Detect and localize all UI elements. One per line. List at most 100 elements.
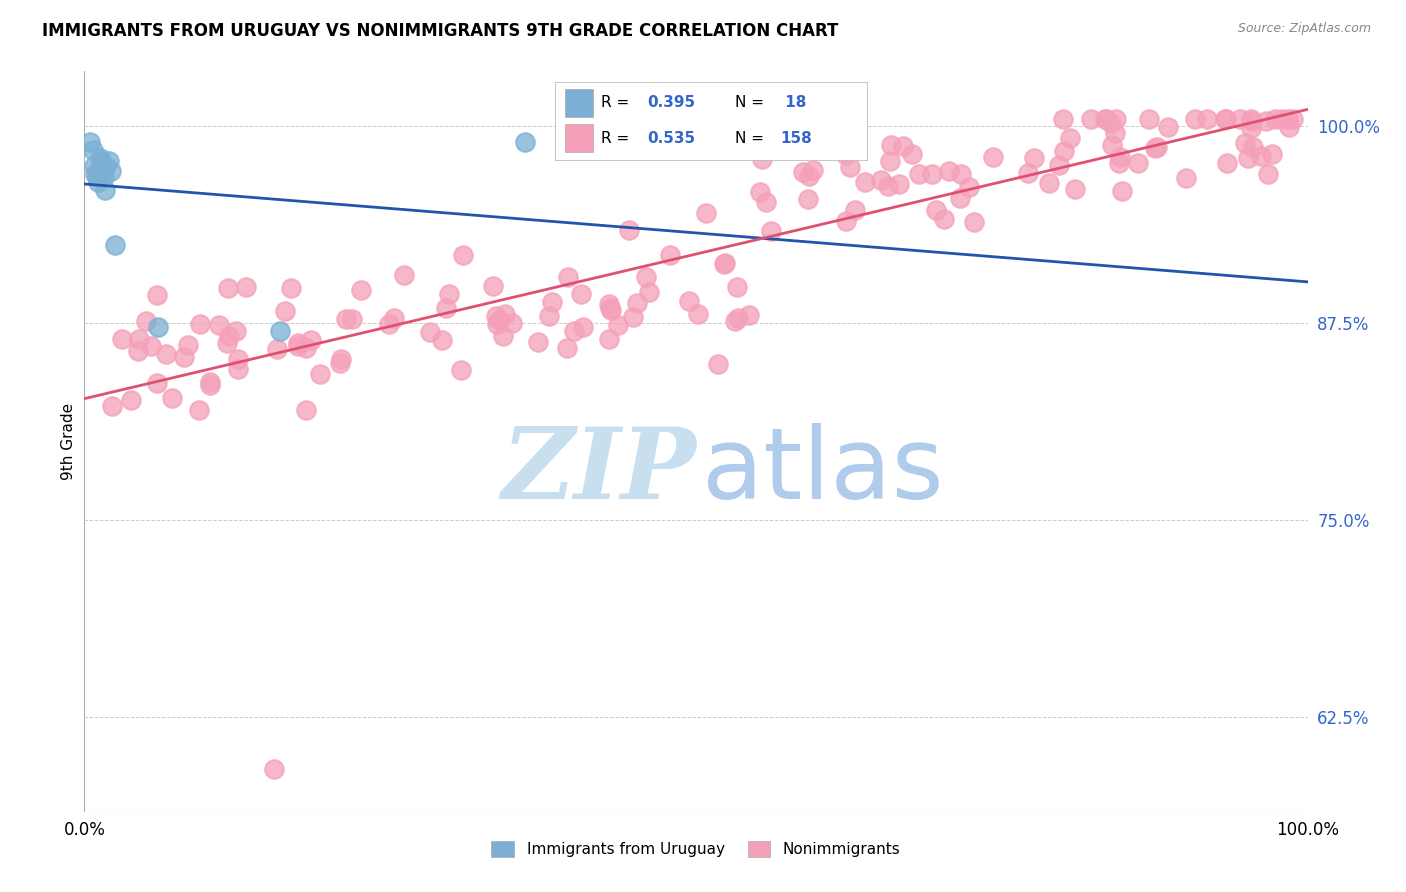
Point [557,269,579,284]
Point [89,151,111,165]
Point [269,324,291,338]
Point [981,150,1004,164]
Point [1126,156,1149,170]
Point [378,318,401,332]
Point [1094,112,1116,126]
Point [1240,112,1263,126]
Point [198,375,221,389]
Point [725,280,748,294]
Point [1017,166,1039,180]
Point [208,318,231,332]
Point [295,342,318,356]
Point [90,154,112,169]
Point [226,351,249,366]
Point [621,310,644,324]
Point [538,309,561,323]
Point [287,339,309,353]
Point [83,159,105,173]
Point [394,268,416,282]
Point [876,178,898,193]
Point [82,143,104,157]
Point [562,324,585,338]
Point [299,333,322,347]
Point [501,317,523,331]
Point [688,307,710,321]
Point [869,173,891,187]
Point [335,312,357,326]
Point [1271,112,1294,126]
Point [1250,149,1272,163]
Point [1234,136,1257,150]
Point [1101,138,1123,153]
Point [1229,112,1251,126]
Point [737,308,759,322]
Point [1240,114,1263,128]
Point [1108,155,1130,169]
Point [111,332,134,346]
Point [97,154,120,169]
Point [1213,112,1236,126]
Point [188,403,211,417]
Point [853,175,876,189]
Point [1278,120,1301,135]
Point [295,403,318,417]
Point [86,169,108,184]
Point [1080,112,1102,126]
Point [932,211,955,226]
Point [797,169,820,183]
Point [714,256,737,270]
Point [541,295,564,310]
Point [128,332,150,346]
Point [695,206,717,220]
Point [792,164,814,178]
Point [287,336,309,351]
Point [330,351,353,366]
Point [139,338,162,352]
Point [879,154,901,169]
Text: ZIP: ZIP [501,423,696,519]
Point [434,301,457,316]
Point [1022,151,1045,165]
Point [101,399,124,413]
Point [751,152,773,166]
Point [637,285,659,299]
Point [636,269,658,284]
Point [962,215,984,229]
Point [135,314,157,328]
Point [173,350,195,364]
Point [1099,116,1122,130]
Point [274,303,297,318]
Point [1094,112,1116,126]
Point [91,163,114,178]
Point [1059,131,1081,145]
Point [1241,140,1264,154]
Point [598,297,620,311]
Point [100,163,122,178]
Point [1175,171,1198,186]
Point [835,147,858,161]
Point [94,182,117,196]
Point [96,159,118,173]
Point [599,301,621,315]
Point [1038,176,1060,190]
Point [1281,112,1303,126]
Point [1240,120,1263,135]
Point [160,391,183,405]
Point [880,138,903,153]
Point [600,303,623,318]
Point [713,257,735,271]
Point [1143,141,1166,155]
Point [1277,112,1299,126]
Point [839,161,862,175]
Point [948,191,970,205]
Point [1261,147,1284,161]
Point [266,343,288,357]
Point [235,280,257,294]
Point [495,307,517,321]
Point [382,310,405,325]
Point [127,344,149,359]
Point [1052,112,1074,126]
Point [432,333,454,347]
Point [329,356,352,370]
Point [1184,112,1206,126]
